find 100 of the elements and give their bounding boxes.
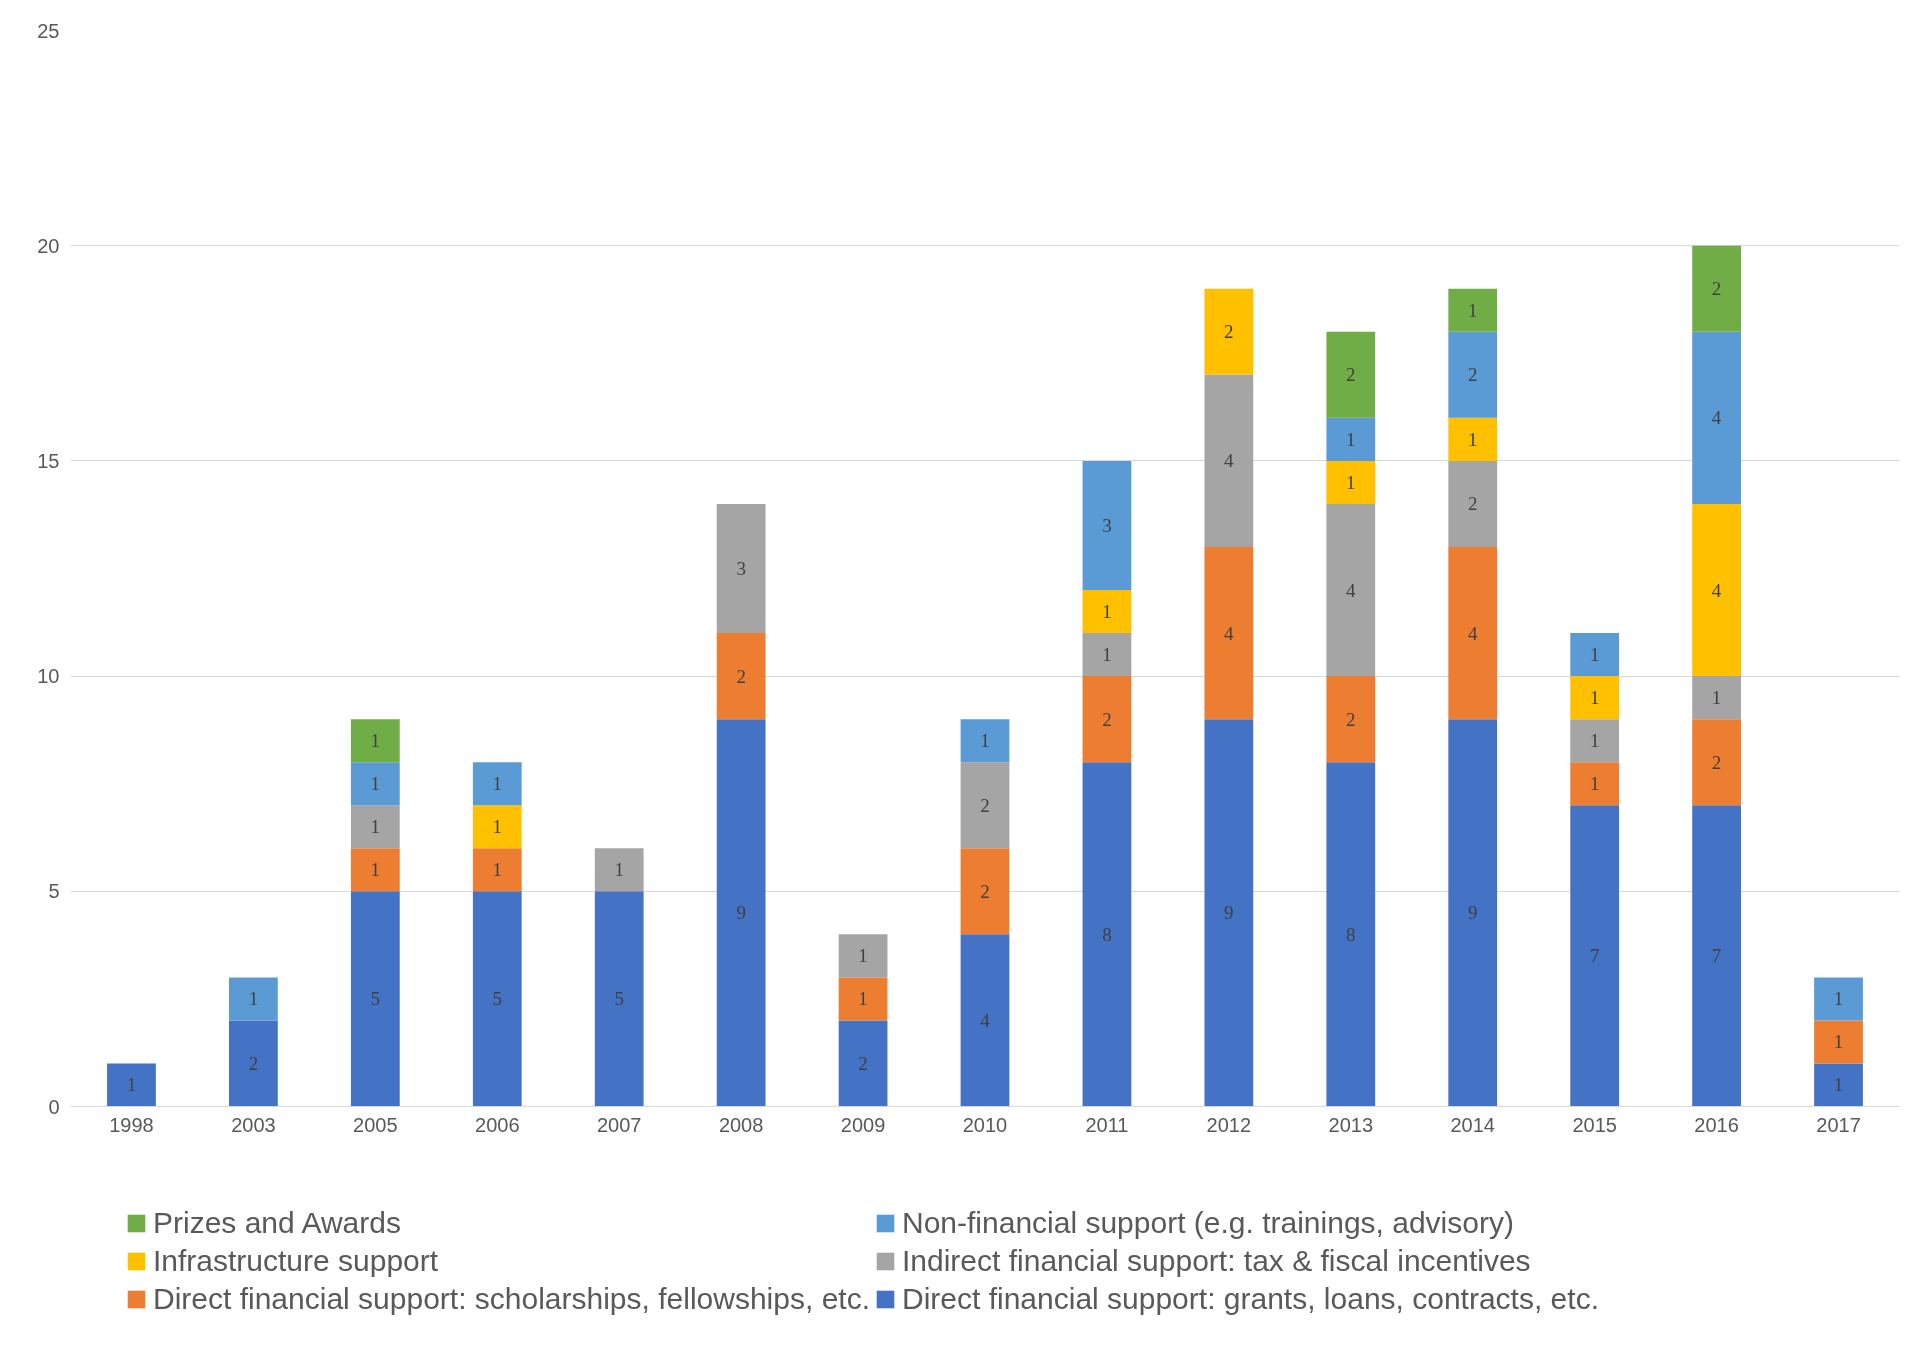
data-label: 1 bbox=[980, 730, 990, 752]
bar bbox=[1448, 417, 1498, 461]
bar bbox=[960, 719, 1010, 763]
bar bbox=[1326, 676, 1376, 763]
bar bbox=[1692, 503, 1741, 677]
data-label: 1 bbox=[614, 859, 624, 881]
bar bbox=[1448, 546, 1498, 720]
data-label: 1 bbox=[1833, 1074, 1844, 1096]
bar bbox=[350, 805, 400, 849]
x-tick-label: 2006 bbox=[475, 1113, 520, 1136]
data-label: 1 bbox=[1102, 644, 1112, 666]
bar bbox=[838, 1020, 888, 1107]
data-label: 1 bbox=[370, 816, 381, 838]
data-label: 2 bbox=[736, 665, 746, 687]
bar bbox=[960, 848, 1010, 935]
bar bbox=[594, 848, 644, 892]
legend-label: Direct financial support: grants, loans, contracts, etc. bbox=[901, 1282, 1599, 1316]
data-label: 1 bbox=[370, 773, 381, 795]
data-label: 1 bbox=[1467, 299, 1478, 321]
bar bbox=[1204, 546, 1254, 720]
data-label: 2 bbox=[1467, 493, 1478, 515]
bar bbox=[1204, 374, 1254, 547]
data-label: 1 bbox=[858, 945, 868, 967]
bar bbox=[1204, 288, 1254, 375]
data-label: 1 bbox=[370, 859, 381, 881]
data-label: 4 bbox=[1224, 622, 1235, 644]
data-label: 9 bbox=[1224, 902, 1234, 924]
bar bbox=[716, 633, 766, 720]
bar bbox=[716, 503, 766, 634]
x-tick-label: 2003 bbox=[231, 1113, 276, 1136]
data-label: 1 bbox=[1833, 988, 1844, 1010]
data-label: 2 bbox=[858, 1052, 868, 1074]
bar bbox=[1448, 719, 1498, 1107]
bar bbox=[472, 891, 522, 1107]
bar bbox=[594, 891, 644, 1107]
bar bbox=[1570, 762, 1620, 806]
legend-label: Infrastructure support bbox=[153, 1244, 439, 1278]
data-label: 2 bbox=[1346, 708, 1356, 730]
x-tick-label: 2013 bbox=[1328, 1113, 1374, 1136]
data-label: 2 bbox=[1224, 321, 1234, 343]
legend-label: Direct financial support: scholarships, fellowships, etc. bbox=[153, 1282, 870, 1316]
y-tick-label: 10 bbox=[37, 665, 60, 688]
bar bbox=[1692, 719, 1741, 806]
data-label: 4 bbox=[1346, 579, 1357, 601]
bar bbox=[1814, 1063, 1863, 1107]
data-label: 1 bbox=[1589, 644, 1600, 666]
bar bbox=[1082, 460, 1132, 591]
x-tick-label: 1998 bbox=[109, 1113, 154, 1136]
data-label: 2 bbox=[1102, 708, 1112, 730]
x-tick-label: 2016 bbox=[1694, 1113, 1739, 1136]
bar bbox=[960, 762, 1010, 849]
x-tick-label: 2015 bbox=[1572, 1113, 1617, 1136]
bar bbox=[350, 762, 400, 806]
bar bbox=[229, 977, 278, 1021]
x-tick-label: 2005 bbox=[353, 1113, 398, 1136]
bar bbox=[838, 977, 888, 1021]
data-label: 1 bbox=[1833, 1031, 1844, 1053]
bar bbox=[1326, 460, 1376, 504]
bar bbox=[472, 762, 522, 806]
data-label: 4 bbox=[1711, 407, 1722, 429]
bar bbox=[1082, 590, 1132, 634]
data-label: 8 bbox=[1102, 923, 1112, 945]
bar bbox=[1692, 676, 1741, 720]
bar bbox=[1326, 503, 1376, 677]
y-tick-label: 15 bbox=[37, 449, 60, 472]
bar bbox=[350, 891, 400, 1107]
bar bbox=[472, 848, 522, 892]
data-label: 1 bbox=[858, 988, 868, 1010]
bar bbox=[229, 1020, 278, 1107]
data-label: 1 bbox=[492, 773, 503, 795]
data-label: 7 bbox=[1711, 945, 1722, 967]
data-label: 4 bbox=[1711, 579, 1722, 601]
data-label: 8 bbox=[1346, 923, 1356, 945]
legend-label: Non-financial support (e.g. trainings, advisory) bbox=[901, 1206, 1514, 1240]
data-label: 3 bbox=[1102, 514, 1112, 536]
x-tick-label: 2012 bbox=[1206, 1113, 1252, 1136]
bar bbox=[1326, 331, 1376, 418]
data-label: 9 bbox=[1467, 902, 1478, 924]
data-label: 4 bbox=[1467, 622, 1478, 644]
bar bbox=[1448, 460, 1498, 547]
bar bbox=[1570, 676, 1620, 720]
x-tick-label: 2007 bbox=[596, 1113, 642, 1136]
data-label: 5 bbox=[614, 988, 624, 1010]
bar bbox=[1570, 805, 1620, 1107]
bar bbox=[1082, 633, 1132, 677]
x-tick-label: 2008 bbox=[718, 1113, 764, 1136]
bar bbox=[107, 1063, 156, 1107]
data-label: 1 bbox=[1346, 428, 1356, 450]
y-tick-label: 5 bbox=[48, 880, 60, 903]
bar bbox=[1326, 417, 1376, 461]
bar bbox=[1082, 762, 1132, 1107]
data-label: 1 bbox=[1589, 730, 1600, 752]
data-label: 9 bbox=[736, 902, 746, 924]
bar bbox=[1814, 977, 1863, 1021]
bar bbox=[1082, 676, 1132, 763]
data-label: 1 bbox=[492, 859, 503, 881]
data-label: 2 bbox=[980, 794, 990, 816]
data-label: 1 bbox=[370, 730, 381, 752]
data-label: 1 bbox=[1589, 773, 1600, 795]
legend-label: Indirect financial support: tax & fiscal incentives bbox=[901, 1244, 1531, 1278]
